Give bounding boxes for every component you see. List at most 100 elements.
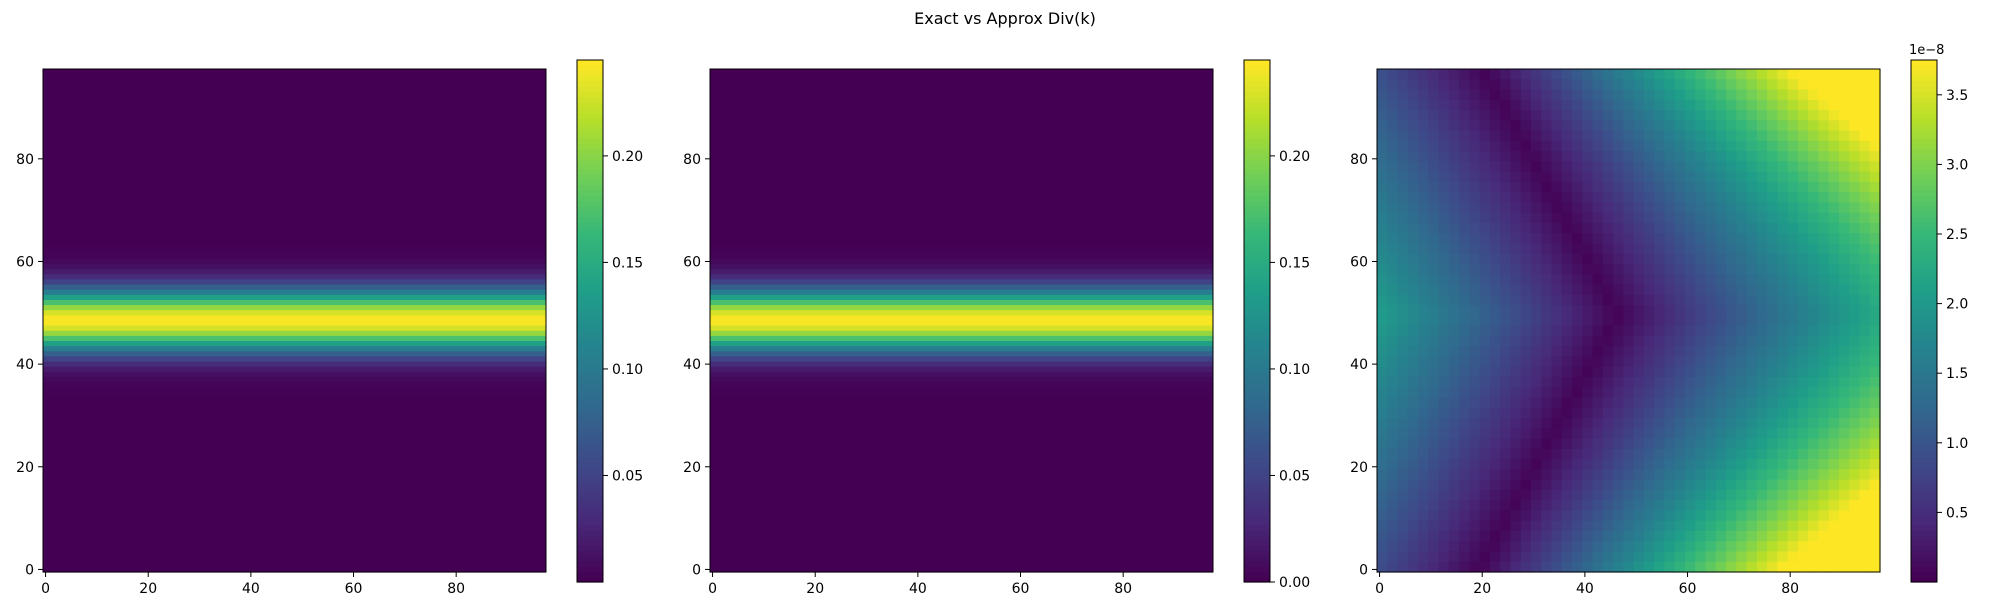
heatmap-row (43, 448, 546, 455)
heatmap-cell (1530, 305, 1542, 316)
heatmap-cell (1818, 561, 1830, 573)
heatmap-cell (1643, 551, 1655, 563)
heatmap-cell (1726, 181, 1737, 193)
heatmap-cell (1869, 222, 1881, 234)
heatmap-cell (1561, 130, 1573, 142)
heatmap-cell (1438, 541, 1450, 553)
heatmap-cell (1541, 315, 1553, 327)
heatmap-cell (1767, 222, 1778, 234)
colorbar-segment (1911, 493, 1937, 500)
heatmap-cell (1459, 140, 1470, 152)
heatmap-cell (1756, 489, 1768, 501)
heatmap-cell (1684, 89, 1696, 101)
heatmap-cell (1736, 222, 1748, 234)
y-tick-label: 60 (16, 254, 34, 270)
heatmap-cell (1510, 151, 1522, 162)
heatmap-cell (1377, 418, 1388, 429)
heatmap-cell (1756, 407, 1768, 419)
heatmap-cell (1684, 428, 1696, 440)
heatmap-cell (1520, 530, 1532, 542)
colorbar-segment (1911, 148, 1937, 155)
heatmap-cell (1520, 181, 1532, 193)
heatmap-cell (1756, 346, 1768, 358)
heatmap-cell (1736, 171, 1748, 183)
colorbar-segment (577, 321, 603, 327)
heatmap-cell (1797, 346, 1809, 358)
heatmap-cell (1705, 397, 1717, 409)
colorbar-segment (1911, 477, 1937, 484)
heatmap-cell (1418, 192, 1429, 204)
heatmap-cell (1520, 561, 1532, 573)
heatmap-cell (1592, 192, 1604, 204)
heatmap-row (43, 140, 546, 147)
heatmap-cell (1654, 387, 1666, 399)
heatmap-cell (1695, 325, 1707, 337)
heatmap-row (710, 84, 1213, 91)
heatmap-cell (1859, 212, 1871, 224)
heatmap-cell (1715, 110, 1727, 121)
heatmap-cell (1654, 479, 1666, 491)
heatmap-cell (1377, 233, 1388, 245)
heatmap-cell (1541, 192, 1553, 204)
heatmap-cell (1859, 233, 1871, 245)
heatmap-cell (1602, 151, 1614, 162)
heatmap-cell (1736, 561, 1748, 573)
heatmap-cell (1808, 479, 1820, 491)
heatmap-cell (1715, 407, 1727, 419)
heatmap-cell (1859, 284, 1871, 296)
heatmap-cell (1695, 294, 1707, 306)
heatmap-cell (1869, 253, 1881, 265)
heatmap-cell (1613, 79, 1624, 91)
heatmap-cell (1613, 212, 1624, 224)
heatmap-cell (1418, 418, 1429, 429)
heatmap-cell (1602, 479, 1614, 491)
heatmap-cell (1613, 305, 1624, 316)
heatmap-row (710, 407, 1213, 414)
heatmap-cell (1489, 253, 1501, 265)
colorbar-segment (577, 274, 603, 280)
heatmap-cell (1520, 397, 1532, 409)
heatmap-cell (1438, 438, 1450, 450)
heatmap-row (43, 151, 546, 157)
heatmap-cell (1459, 284, 1470, 296)
heatmap-cell (1869, 99, 1881, 111)
heatmap-cell (1838, 243, 1850, 255)
heatmap-cell (1859, 356, 1871, 368)
heatmap-cell (1479, 69, 1491, 80)
colorbar-segment (577, 242, 603, 249)
heatmap-cell (1746, 448, 1758, 460)
colorbar-segment (577, 159, 603, 165)
heatmap-cell (1500, 212, 1512, 224)
heatmap-cell (1530, 397, 1542, 409)
heatmap-cell (1520, 110, 1532, 121)
heatmap-cell (1705, 469, 1717, 481)
heatmap-cell (1726, 479, 1737, 491)
heatmap-cell (1684, 120, 1696, 132)
heatmap-cell (1418, 489, 1429, 501)
heatmap-cell (1623, 161, 1635, 173)
heatmap-cell (1448, 346, 1460, 358)
heatmap-cell (1787, 284, 1799, 296)
heatmap-cell (1787, 140, 1799, 152)
heatmap-cell (1726, 551, 1737, 563)
heatmap-cell (1479, 520, 1491, 532)
heatmap-cell (1849, 161, 1861, 173)
heatmap-cell (1377, 140, 1388, 152)
heatmap-cell (1592, 520, 1604, 532)
heatmap-cell (1664, 222, 1676, 234)
heatmap-cell (1428, 366, 1440, 378)
heatmap-cell (1654, 294, 1666, 306)
heatmap-cell (1633, 428, 1645, 440)
heatmap-cell (1643, 428, 1655, 440)
heatmap-cell (1746, 366, 1758, 378)
heatmap-cell (1859, 500, 1871, 512)
heatmap-cell (1510, 346, 1522, 358)
heatmap-cell (1633, 387, 1645, 399)
colorbar-segment (577, 75, 603, 82)
heatmap-cell (1397, 397, 1409, 409)
heatmap-cell (1377, 253, 1388, 265)
heatmap-cell (1489, 387, 1501, 399)
heatmap-cell (1541, 418, 1553, 429)
heatmap-cell (1684, 520, 1696, 532)
heatmap-row (43, 202, 546, 209)
